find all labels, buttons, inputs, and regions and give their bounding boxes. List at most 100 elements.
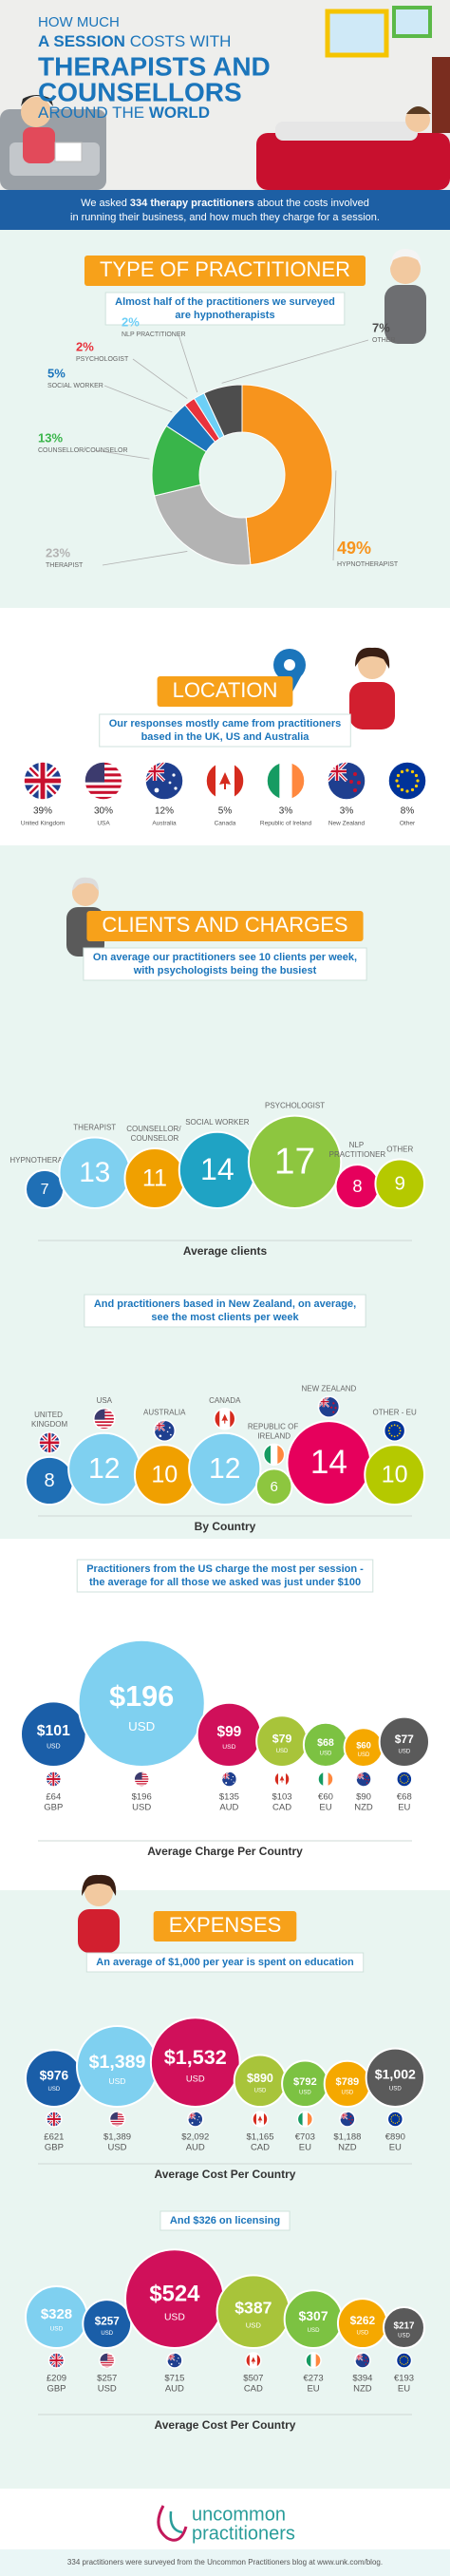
flag-part: [198, 2115, 200, 2118]
flag-part: [334, 1407, 337, 1410]
client-hair: [406, 106, 431, 114]
location-name: USA: [97, 821, 110, 827]
logo: uncommon practitioners: [157, 2504, 295, 2544]
flag-part: [403, 2363, 405, 2366]
bubble: [365, 2047, 425, 2109]
intro-band: [0, 190, 450, 230]
bubble-value-label: $101: [37, 1723, 70, 1739]
local-currency: GBP: [44, 1803, 63, 1813]
flag-part: [109, 2112, 118, 2120]
bubble-value-label: $196: [109, 1680, 174, 1713]
location-name: Canada: [215, 821, 236, 827]
bubble-unit: USD: [50, 2326, 64, 2333]
intro-part: We asked: [81, 198, 130, 209]
bubble-unit: USD: [101, 2331, 113, 2337]
bubble-category: AUSTRALIA: [143, 1408, 186, 1416]
x-axis-label: Average Charge Per Country: [147, 1845, 303, 1858]
flag-part: [251, 2357, 256, 2364]
title-line: HOW MUCH: [38, 14, 120, 30]
bubble-category: PSYCHOLOGIST: [265, 1102, 325, 1110]
flag-part: [394, 2113, 396, 2116]
flag-part: [399, 1430, 402, 1432]
pie-slice: [241, 384, 333, 566]
flag-part: [349, 2122, 352, 2124]
local-amount: $196: [132, 1792, 152, 1803]
section-heading: LOCATION: [173, 678, 278, 702]
location-value: 3%: [340, 806, 354, 817]
flag-part: [390, 1425, 393, 1427]
flag: [252, 2111, 269, 2128]
figure-hair: [355, 647, 390, 669]
bubble: [383, 2306, 425, 2350]
bubble-unit: USD: [276, 1749, 289, 1754]
flag-border: [99, 2352, 116, 2369]
flag: [213, 1407, 236, 1430]
flag-part: [392, 2122, 394, 2124]
flag-part: [263, 1444, 272, 1466]
bubble-value-label: $890: [247, 2072, 273, 2085]
bubble-unit: USD: [398, 1749, 410, 1754]
flag-border: [23, 761, 63, 801]
bubble: [374, 1158, 426, 1209]
bubble-value-label: $307: [299, 2308, 328, 2323]
flag-border: [327, 761, 366, 801]
flag-border: [395, 2352, 413, 2369]
bubble-value-label: $1,002: [375, 2067, 416, 2082]
bubble-value-label: 8: [352, 1176, 362, 1196]
flag: [339, 2111, 356, 2128]
flag-part: [398, 1432, 401, 1435]
flag: [46, 2111, 63, 2128]
pie-value-label: 5%: [47, 366, 66, 380]
bubble: [247, 1114, 343, 1209]
bubble-value-label: $77: [395, 1733, 414, 1746]
local-amount: $1,389: [103, 2132, 131, 2143]
flag-part: [414, 784, 419, 788]
leader-line: [94, 449, 150, 460]
pie-value-label: 2%: [76, 339, 94, 353]
flag-border: [47, 2352, 66, 2369]
bubble-unit: USD: [186, 2074, 205, 2083]
flag-art: [154, 1420, 176, 1442]
flag-part: [396, 1771, 412, 1787]
flag-art: [387, 2112, 403, 2127]
flag-part: [388, 1432, 391, 1435]
flag-part: [358, 2353, 360, 2360]
intro-part: 334 therapy practitioners: [130, 198, 254, 209]
section-subtitle: based in the UK, US and Australia: [141, 731, 310, 743]
local-currency: EU: [307, 2384, 319, 2395]
client-body: [275, 122, 418, 141]
flag: [317, 1771, 334, 1788]
flag-part: [396, 784, 401, 788]
flag-border: [187, 2111, 204, 2128]
figure-body: [349, 682, 395, 729]
flag-part: [393, 1424, 396, 1427]
flag-part: [256, 2353, 261, 2368]
bubble-unit: USD: [320, 1751, 332, 1756]
flag-border: [205, 761, 245, 801]
location-value: 12%: [155, 806, 174, 817]
bubble-unit: USD: [164, 2313, 185, 2323]
flag-part: [245, 2353, 250, 2368]
flag-part: [219, 772, 231, 789]
pie-category-label: SOCIAL WORKER: [47, 383, 103, 389]
flag-part: [390, 2118, 392, 2120]
flag-part: [279, 1775, 285, 1783]
leader-line: [332, 470, 337, 561]
flag-art: [187, 2112, 203, 2127]
flag-part: [225, 1782, 228, 1784]
subtitle-box: [104, 292, 346, 326]
bubble-unit: USD: [299, 2091, 311, 2096]
flag-part: [302, 2112, 309, 2127]
flag-part: [168, 1427, 171, 1429]
flag: [296, 2111, 314, 2128]
flag-part: [405, 2356, 407, 2358]
flag-part: [390, 2116, 393, 2118]
person-head: [21, 97, 51, 127]
flag-part: [154, 787, 159, 793]
flag-part: [178, 2362, 180, 2364]
pie-value-label: 49%: [337, 539, 371, 558]
local-currency: CAD: [251, 2143, 270, 2153]
flag-part: [416, 779, 420, 783]
flag-part: [387, 1430, 390, 1432]
